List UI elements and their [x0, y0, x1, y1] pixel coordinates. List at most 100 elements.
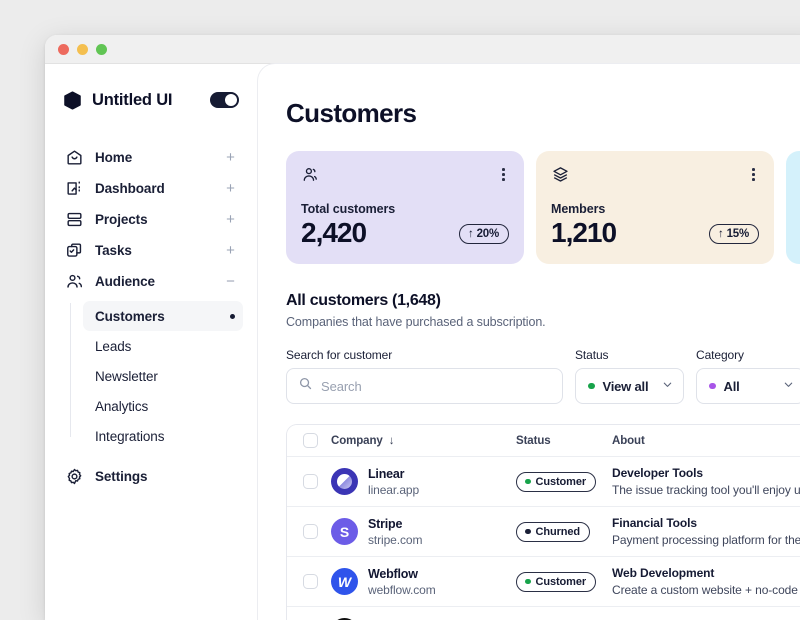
search-input[interactable]: Search: [286, 368, 563, 404]
gear-icon: [65, 467, 84, 486]
about-description: The issue tracking tool you'll enjoy usi…: [612, 483, 800, 497]
category-filter-group: Category All: [696, 348, 800, 404]
sidebar-item-newsletter[interactable]: Newsletter: [83, 361, 243, 391]
about-cell: Financial Tools Payment processing platf…: [612, 516, 800, 547]
status-select-value: View all: [602, 378, 649, 394]
company-text: Stripe stripe.com: [368, 517, 422, 547]
sort-desc-icon: ↓: [388, 434, 395, 447]
about-cell: Web Development Create a custom website …: [612, 566, 800, 597]
category-dot-icon: [709, 382, 716, 390]
table-row[interactable]: S Stripe stripe.com Churned: [287, 507, 800, 557]
table-header-about: About: [612, 434, 645, 447]
dashboard-icon: [65, 179, 84, 198]
sidebar-item-tasks[interactable]: Tasks +: [59, 235, 243, 266]
row-checkbox[interactable]: [303, 524, 318, 539]
about-description: Create a custom website + no-code web: [612, 583, 800, 597]
tasks-icon: [65, 241, 84, 260]
sidebar-item-label: Tasks: [95, 243, 132, 258]
table-row[interactable]: Linear linear.app Customer Developer Too…: [287, 457, 800, 507]
minimize-window-button[interactable]: [77, 43, 88, 55]
table-header-status: Status: [516, 434, 551, 447]
select-all-checkbox[interactable]: [303, 433, 318, 448]
all-customers-title: All customers (1,648): [286, 292, 441, 309]
card-delta-badge: ↑ 20%: [459, 223, 509, 245]
sidebar-item-customers[interactable]: Customers: [83, 301, 243, 331]
category-select-value: All: [723, 378, 740, 394]
card-menu-button[interactable]: [748, 165, 759, 184]
status-field-label: Status: [575, 348, 609, 362]
category-select[interactable]: All: [696, 368, 800, 404]
table-row[interactable]: Intercom Customer Customer Engagement: [287, 607, 800, 620]
company-text: Linear linear.app: [368, 467, 419, 497]
sidebar-subitem-label: Customers: [95, 308, 165, 324]
about-title: Financial Tools: [612, 516, 697, 530]
avatar-letter: S: [339, 523, 350, 540]
search-field-group: Search for customer Search: [286, 348, 563, 404]
sidebar-item-label: Audience: [95, 274, 155, 289]
home-icon: [65, 148, 84, 167]
search-icon: [298, 376, 313, 396]
sidebar-item-analytics[interactable]: Analytics: [83, 391, 243, 421]
search-placeholder: Search: [321, 378, 362, 394]
layers-icon: [551, 165, 570, 189]
users-icon: [301, 165, 320, 189]
category-field-label: Category: [696, 348, 744, 362]
table-row[interactable]: W Webflow webflow.com Customer: [287, 557, 800, 607]
stat-card-total-customers: Total customers 2,420 ↑ 20%: [286, 151, 524, 264]
status-dot-icon: [525, 478, 531, 485]
sidebar-item-home[interactable]: Home +: [59, 142, 243, 173]
company-name: Linear: [368, 466, 405, 481]
sidebar-subitem-label: Integrations: [95, 428, 165, 444]
company-url: stripe.com: [368, 532, 423, 547]
card-top-row: [301, 165, 509, 189]
toggle-knob: [225, 94, 237, 106]
sidebar-item-projects[interactable]: Projects +: [59, 204, 243, 235]
customers-table: Company ↓ Status About Linear linear.app: [286, 424, 800, 620]
sidebar-subitem-label: Leads: [95, 338, 132, 354]
card-bottom-row: 2,420 ↑ 20%: [301, 217, 509, 249]
status-dot-icon: [525, 528, 531, 535]
avatar: [331, 468, 358, 495]
stat-card-members: Members 1,210 ↑ 15%: [536, 151, 774, 264]
sidebar-item-label: Home: [95, 150, 133, 165]
brand-name: Untitled UI: [92, 90, 173, 109]
sidebar-item-leads[interactable]: Leads: [83, 331, 243, 361]
avatar-letter: W: [337, 573, 352, 590]
window-titlebar: [45, 35, 800, 64]
status-label: Customer: [535, 475, 587, 488]
sidebar-toggle-switch[interactable]: [210, 92, 239, 108]
cube-icon: [62, 90, 83, 111]
add-project-icon[interactable]: +: [226, 211, 235, 228]
maximize-window-button[interactable]: [96, 43, 107, 55]
add-dashboard-icon[interactable]: +: [226, 180, 235, 197]
card-delta-badge: ↑ 15%: [709, 223, 759, 245]
sidebar-item-dashboard[interactable]: Dashboard +: [59, 173, 243, 204]
table-header-company[interactable]: Company ↓: [331, 435, 516, 447]
stat-card-third-partial: [786, 151, 800, 264]
status-badge: Customer: [516, 472, 597, 492]
card-bottom-row: 1,210 ↑ 15%: [551, 217, 759, 249]
sidebar-item-integrations[interactable]: Integrations: [83, 421, 243, 451]
status-cell: Customer: [516, 471, 612, 492]
sidebar-item-audience[interactable]: Audience −: [59, 266, 243, 297]
status-cell: Churned: [516, 521, 612, 542]
card-menu-button[interactable]: [498, 165, 509, 184]
sidebar-item-settings[interactable]: Settings: [59, 461, 243, 492]
about-title: Developer Tools: [612, 466, 703, 480]
filters-row: Search for customer Search Status: [286, 348, 800, 404]
close-window-button[interactable]: [58, 43, 69, 55]
status-select[interactable]: View all: [575, 368, 684, 404]
add-home-icon[interactable]: +: [226, 149, 235, 166]
status-badge: Customer: [516, 572, 597, 592]
status-dot-icon: [525, 578, 531, 585]
status-cell: Customer: [516, 571, 612, 592]
company-text: Webflow webflow.com: [368, 567, 436, 597]
collapse-audience-icon[interactable]: −: [226, 273, 235, 290]
row-checkbox[interactable]: [303, 474, 318, 489]
card-label: Total customers: [301, 202, 396, 216]
company-cell: W Webflow webflow.com: [331, 567, 516, 597]
card-top-row: [551, 165, 759, 189]
chevron-down-icon: [783, 379, 794, 393]
row-checkbox[interactable]: [303, 574, 318, 589]
add-task-icon[interactable]: +: [226, 242, 235, 259]
